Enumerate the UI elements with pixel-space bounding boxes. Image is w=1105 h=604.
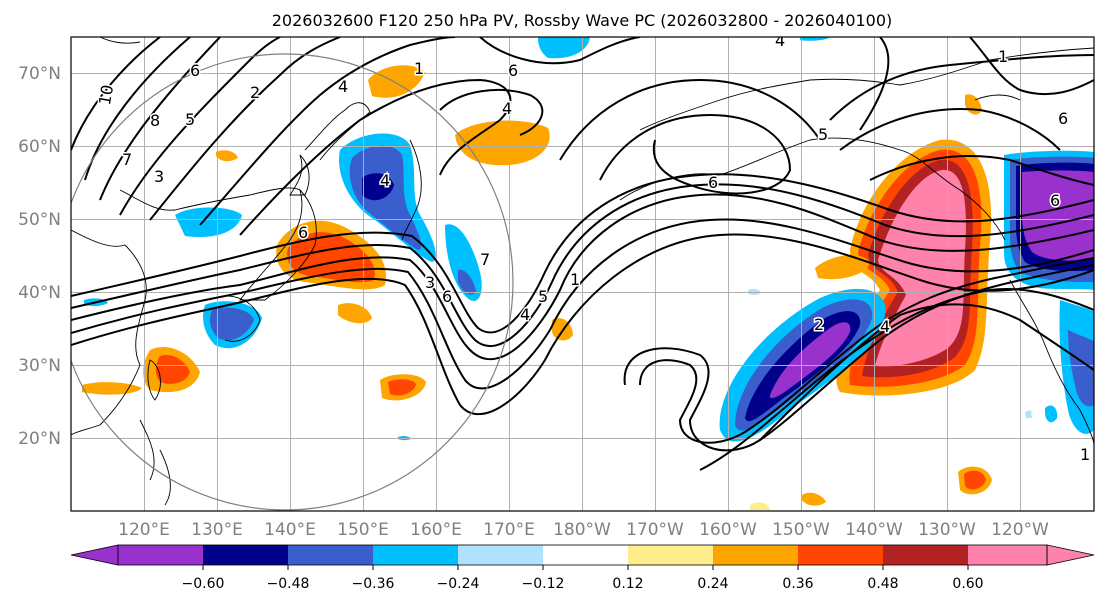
lon-label-180w: 180°W [553, 520, 611, 540]
lon-label-130w: 130°W [918, 520, 976, 540]
lon-label-140w: 140°W [845, 520, 903, 540]
colorbar-tick-label: −0.24 [437, 576, 480, 592]
colorbar-bin [118, 545, 203, 565]
colorbar-tick-labels: −0.60 −0.48 −0.36 −0.24 −0.12 0.12 0.24 … [182, 576, 984, 592]
contour-label: 5 [185, 110, 195, 129]
radius-circle [71, 53, 514, 511]
map-frame [70, 36, 1095, 512]
colorbar-outline [117, 544, 1048, 566]
colorbar-bin [543, 545, 628, 565]
lon-label-170e: 170°E [483, 520, 535, 540]
contour-label-group: 10 8 7 6 5 4 3 2 1 6 4 1 4 7 6 3 5 4 6 6… [93, 31, 1091, 466]
contour-label: 1 [570, 270, 580, 289]
contour-label: 4 [380, 171, 390, 190]
contour-label: 6 [1058, 109, 1068, 128]
contour-label: 4 [502, 99, 512, 118]
colorbar-bin [203, 545, 288, 565]
lat-label-20n: 20°N [18, 429, 61, 449]
contour-label: 7 [480, 250, 490, 269]
colorbar-low-extend [70, 544, 119, 566]
lat-label-70n: 70°N [18, 64, 61, 84]
contour-label: 5 [818, 125, 828, 144]
contour-label: 4 [880, 317, 890, 336]
colorbar-tick-label: 0.48 [867, 576, 898, 592]
contour-label: 4 [520, 305, 530, 324]
contour-label: 4 [338, 77, 348, 96]
colorbar-bin [968, 545, 1047, 565]
lon-label-120e: 120°E [118, 520, 170, 540]
coastlines [71, 37, 1094, 506]
map-panel: 10 8 7 6 5 4 3 2 1 6 4 1 4 7 6 3 5 4 6 6… [71, 31, 1094, 511]
lat-label-40n: 40°N [18, 283, 61, 303]
lon-label-170w: 170°W [626, 520, 684, 540]
contour-label: 1 [998, 47, 1008, 66]
contour-label: 1 [1080, 445, 1090, 464]
contour-label: 10 [95, 83, 117, 106]
lon-label-150e: 150°E [337, 520, 389, 540]
colorbar-tick-label: 0.12 [612, 576, 643, 592]
contour-label: 6 [442, 287, 452, 306]
lon-label-120w: 120°W [991, 520, 1049, 540]
lat-label-50n: 50°N [18, 210, 61, 230]
colorbar-tick-label: −0.60 [182, 576, 225, 592]
colorbar-ticks [202, 565, 969, 570]
lon-label-150w: 150°W [772, 520, 830, 540]
contour-label: 6 [298, 223, 308, 242]
colorbar-tick-label: −0.12 [522, 576, 565, 592]
colorbar-high-extend [1046, 544, 1095, 566]
contour-label: 7 [122, 150, 132, 169]
colorbar-bin [798, 545, 883, 565]
lon-label-130e: 130°E [191, 520, 243, 540]
colorbar: −0.60 −0.48 −0.36 −0.24 −0.12 0.12 0.24 … [70, 544, 1095, 592]
lon-label-140e: 140°E [264, 520, 316, 540]
colorbar-tick-label: −0.48 [267, 576, 310, 592]
contour-label: 6 [508, 61, 518, 80]
contour-label: 3 [154, 167, 164, 186]
colorbar-tick-label: 0.24 [697, 576, 728, 592]
longitude-labels: 120°E 130°E 140°E 150°E 160°E 170°E 180°… [118, 520, 1049, 540]
latitude-labels: 70°N 60°N 50°N 40°N 30°N 20°N [18, 64, 61, 449]
colorbar-bin [373, 545, 458, 565]
pv-contours [71, 37, 1094, 471]
contour-label: 6 [708, 173, 718, 192]
colorbar-tick-label: 0.36 [782, 576, 813, 592]
colorbar-bin [713, 545, 798, 565]
lat-label-60n: 60°N [18, 137, 61, 157]
contour-label: 6 [1050, 191, 1060, 210]
contour-label: 1 [414, 59, 424, 78]
contour-label: 5 [538, 287, 548, 306]
colorbar-bin [288, 545, 373, 565]
contour-label: 3 [425, 273, 435, 292]
lat-label-30n: 30°N [18, 356, 61, 376]
colorbar-tick-label: 0.60 [952, 576, 983, 592]
contour-label: 2 [250, 83, 260, 102]
contour-label: 6 [190, 61, 200, 80]
colorbar-tick-label: −0.36 [352, 576, 395, 592]
contour-label: 2 [814, 315, 824, 334]
lon-label-160e: 160°E [410, 520, 462, 540]
colorbar-bin [883, 545, 968, 565]
figure-title: 2026032600 F120 250 hPa PV, Rossby Wave … [272, 11, 893, 30]
contour-label: 4 [775, 31, 785, 50]
colorbar-bin [458, 545, 543, 565]
colorbar-bin [628, 545, 713, 565]
contour-label: 8 [150, 111, 160, 130]
lon-label-160w: 160°W [699, 520, 757, 540]
